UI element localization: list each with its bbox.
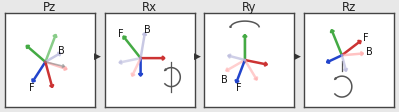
Text: B: B: [58, 45, 65, 55]
Text: B: B: [365, 47, 372, 57]
Text: ▶: ▶: [194, 52, 201, 60]
Text: F: F: [236, 82, 241, 92]
Title: Rx: Rx: [142, 1, 157, 13]
Text: F: F: [29, 82, 35, 92]
Title: Ry: Ry: [242, 1, 257, 13]
Text: ▶: ▶: [294, 52, 301, 60]
Text: B: B: [221, 74, 227, 84]
Text: F: F: [118, 29, 124, 39]
Text: ▶: ▶: [94, 52, 101, 60]
Text: F: F: [363, 33, 368, 43]
Title: Rz: Rz: [342, 1, 356, 13]
Text: B: B: [144, 25, 150, 34]
Title: Pz: Pz: [43, 1, 57, 13]
